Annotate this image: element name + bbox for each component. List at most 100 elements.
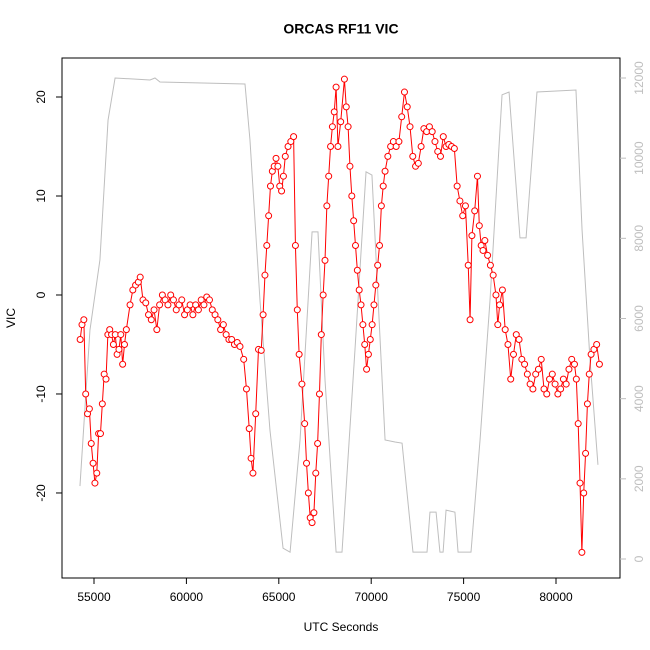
data-point bbox=[359, 321, 367, 329]
data-point bbox=[323, 202, 331, 210]
data-point bbox=[93, 469, 101, 477]
data-point bbox=[310, 509, 318, 517]
data-point bbox=[504, 340, 512, 348]
data-point bbox=[263, 241, 271, 249]
data-point bbox=[266, 182, 274, 190]
data-point bbox=[395, 138, 403, 146]
data-point bbox=[370, 301, 378, 309]
data-point bbox=[580, 489, 588, 497]
data-point bbox=[346, 162, 354, 170]
data-point bbox=[274, 162, 282, 170]
data-point bbox=[76, 336, 84, 344]
data-point bbox=[304, 489, 312, 497]
data-point bbox=[249, 469, 257, 477]
data-point bbox=[523, 370, 531, 378]
data-point bbox=[574, 420, 582, 428]
data-point bbox=[494, 321, 502, 329]
data-point bbox=[200, 301, 208, 309]
data-point bbox=[272, 154, 280, 162]
x-tick-label: 75000 bbox=[447, 590, 481, 604]
data-point bbox=[87, 439, 95, 447]
data-point bbox=[551, 380, 559, 388]
data-point bbox=[364, 350, 372, 358]
data-point bbox=[570, 360, 578, 368]
data-point bbox=[245, 425, 253, 433]
data-point bbox=[557, 385, 565, 393]
data-point bbox=[578, 548, 586, 556]
data-point bbox=[562, 380, 570, 388]
data-point bbox=[147, 316, 155, 324]
data-point bbox=[461, 202, 469, 210]
data-point bbox=[583, 400, 591, 408]
data-point bbox=[126, 301, 134, 309]
data-point bbox=[327, 142, 335, 150]
data-point bbox=[122, 326, 130, 334]
data-point bbox=[261, 271, 269, 279]
data-point bbox=[334, 142, 342, 150]
data-point bbox=[400, 88, 408, 96]
data-point bbox=[325, 172, 333, 180]
data-point bbox=[340, 75, 348, 83]
data-point bbox=[117, 331, 125, 339]
data-point bbox=[409, 152, 417, 160]
data-point bbox=[417, 142, 425, 150]
data-point bbox=[247, 454, 255, 462]
data-point bbox=[189, 311, 197, 319]
data-point bbox=[303, 459, 311, 467]
data-point bbox=[537, 355, 545, 363]
data-point bbox=[468, 232, 476, 240]
data-point bbox=[242, 385, 250, 393]
data-point bbox=[489, 271, 497, 279]
data-point bbox=[109, 340, 117, 348]
data-point bbox=[314, 439, 322, 447]
x-tick-label: 65000 bbox=[262, 590, 296, 604]
data-point bbox=[357, 301, 365, 309]
data-point bbox=[80, 316, 88, 324]
data-point bbox=[381, 167, 389, 175]
plot-frame bbox=[61, 57, 621, 579]
data-point bbox=[295, 350, 303, 358]
data-point bbox=[398, 113, 406, 121]
data-point bbox=[481, 237, 489, 245]
data-point bbox=[456, 197, 464, 205]
data-point bbox=[428, 128, 436, 136]
data-point bbox=[479, 246, 487, 254]
data-point bbox=[214, 316, 222, 324]
data-point bbox=[136, 273, 144, 281]
data-point bbox=[439, 133, 447, 141]
data-point bbox=[437, 152, 445, 160]
data-point bbox=[98, 400, 106, 408]
series-line bbox=[79, 79, 600, 553]
data-point bbox=[194, 306, 202, 314]
data-point bbox=[355, 286, 363, 294]
data-point bbox=[312, 469, 320, 477]
data-point bbox=[353, 266, 361, 274]
data-point bbox=[403, 103, 411, 111]
data-point bbox=[308, 519, 316, 527]
data-point bbox=[178, 296, 186, 304]
data-point bbox=[142, 299, 150, 307]
data-point bbox=[376, 241, 384, 249]
data-point bbox=[281, 152, 289, 160]
x-tick-label: 55000 bbox=[77, 590, 111, 604]
data-point bbox=[593, 340, 601, 348]
data-point bbox=[319, 291, 327, 299]
data-point bbox=[585, 370, 593, 378]
data-point bbox=[337, 118, 345, 126]
data-point bbox=[507, 375, 515, 383]
y-axis-label: VIC bbox=[4, 308, 18, 328]
data-point bbox=[466, 316, 474, 324]
y-tick-label: 0 bbox=[34, 291, 48, 298]
data-point bbox=[548, 370, 556, 378]
y-tick-label: -20 bbox=[34, 484, 48, 502]
data-point bbox=[515, 336, 523, 344]
data-point bbox=[595, 360, 603, 368]
data-point bbox=[330, 108, 338, 116]
data-point bbox=[348, 192, 356, 200]
data-point bbox=[565, 365, 573, 373]
y2-tick-label: 12000 bbox=[632, 61, 646, 95]
y2-tick-label: 2000 bbox=[632, 465, 646, 492]
data-point bbox=[459, 212, 467, 220]
series-line bbox=[79, 77, 599, 554]
